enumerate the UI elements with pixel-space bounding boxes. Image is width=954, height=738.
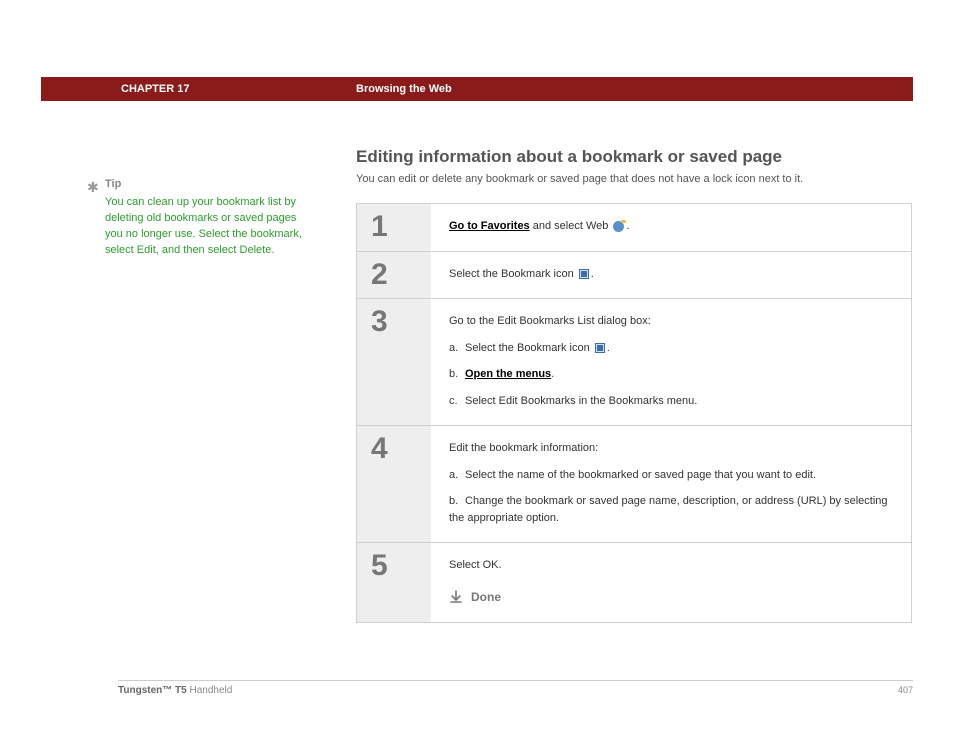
page-footer: Tungsten™ T5 Handheld 407 <box>118 680 913 696</box>
page-title: Editing information about a bookmark or … <box>356 147 912 167</box>
tip-sidebar: ✱ Tip You can clean up your bookmark lis… <box>105 177 305 259</box>
sub-tail: . <box>551 368 554 380</box>
step-number: 3 <box>357 299 431 425</box>
sub-text: Select the Bookmark icon <box>465 342 593 354</box>
open-menus-link[interactable]: Open the menus <box>465 368 551 380</box>
step-body: Select OK. Done <box>431 543 911 622</box>
step-lead: Go to the Edit Bookmarks List dialog box… <box>449 313 893 330</box>
step-tail: . <box>626 220 629 232</box>
step-tail: . <box>591 268 594 280</box>
sub-letter: a. <box>449 340 465 357</box>
step-number: 5 <box>357 543 431 622</box>
steps-container: 1 Go to Favorites and select Web . 2 Sel… <box>356 203 912 623</box>
sub-letter: c. <box>449 393 465 410</box>
step-text: and select Web <box>530 220 612 232</box>
chapter-title: Browsing the Web <box>356 83 452 95</box>
step-text: Select the Bookmark icon <box>449 268 577 280</box>
sub-text: Select Edit Bookmarks in the Bookmarks m… <box>465 395 697 407</box>
chapter-header: CHAPTER 17 Browsing the Web <box>41 77 913 101</box>
tip-body: You can clean up your bookmark list by d… <box>105 195 305 259</box>
step-row: 1 Go to Favorites and select Web . <box>357 204 911 252</box>
web-icon <box>613 221 624 232</box>
footer-page-number: 407 <box>898 685 913 696</box>
sub-letter: b. <box>449 366 465 383</box>
tip-star-icon: ✱ <box>87 177 99 197</box>
step-number: 1 <box>357 204 431 251</box>
done-label: Done <box>471 588 501 606</box>
done-row: Done <box>449 588 893 606</box>
step-body: Edit the bookmark information: a.Select … <box>431 426 911 542</box>
footer-product-rest: Handheld <box>187 685 233 696</box>
step-row: 4 Edit the bookmark information: a.Selec… <box>357 426 911 543</box>
step-body: Go to Favorites and select Web . <box>431 204 911 251</box>
step-number: 2 <box>357 252 431 299</box>
chapter-label: CHAPTER 17 <box>121 83 356 95</box>
step-lead: Edit the bookmark information: <box>449 440 893 457</box>
step-row: 3 Go to the Edit Bookmarks List dialog b… <box>357 299 911 426</box>
sub-text: Select the name of the bookmarked or sav… <box>465 469 816 481</box>
favorites-link[interactable]: Go to Favorites <box>449 220 530 232</box>
step-text: Select OK. <box>449 557 893 574</box>
step-body: Go to the Edit Bookmarks List dialog box… <box>431 299 911 425</box>
step-row: 2 Select the Bookmark icon . <box>357 252 911 300</box>
step-body: Select the Bookmark icon . <box>431 252 911 299</box>
page-intro: You can edit or delete any bookmark or s… <box>356 173 912 185</box>
main-content: Editing information about a bookmark or … <box>356 147 912 623</box>
bookmark-icon <box>579 269 589 279</box>
sub-letter: a. <box>449 467 465 484</box>
sub-text: Change the bookmark or saved page name, … <box>449 495 888 524</box>
done-arrow-icon <box>449 590 463 604</box>
sub-tail: . <box>607 342 610 354</box>
footer-product-bold: Tungsten™ T5 <box>118 685 187 696</box>
sub-letter: b. <box>449 493 465 510</box>
footer-product: Tungsten™ T5 Handheld <box>118 685 232 696</box>
step-number: 4 <box>357 426 431 542</box>
step-row: 5 Select OK. Done <box>357 543 911 622</box>
tip-label: Tip <box>105 178 121 190</box>
bookmark-icon <box>595 343 605 353</box>
